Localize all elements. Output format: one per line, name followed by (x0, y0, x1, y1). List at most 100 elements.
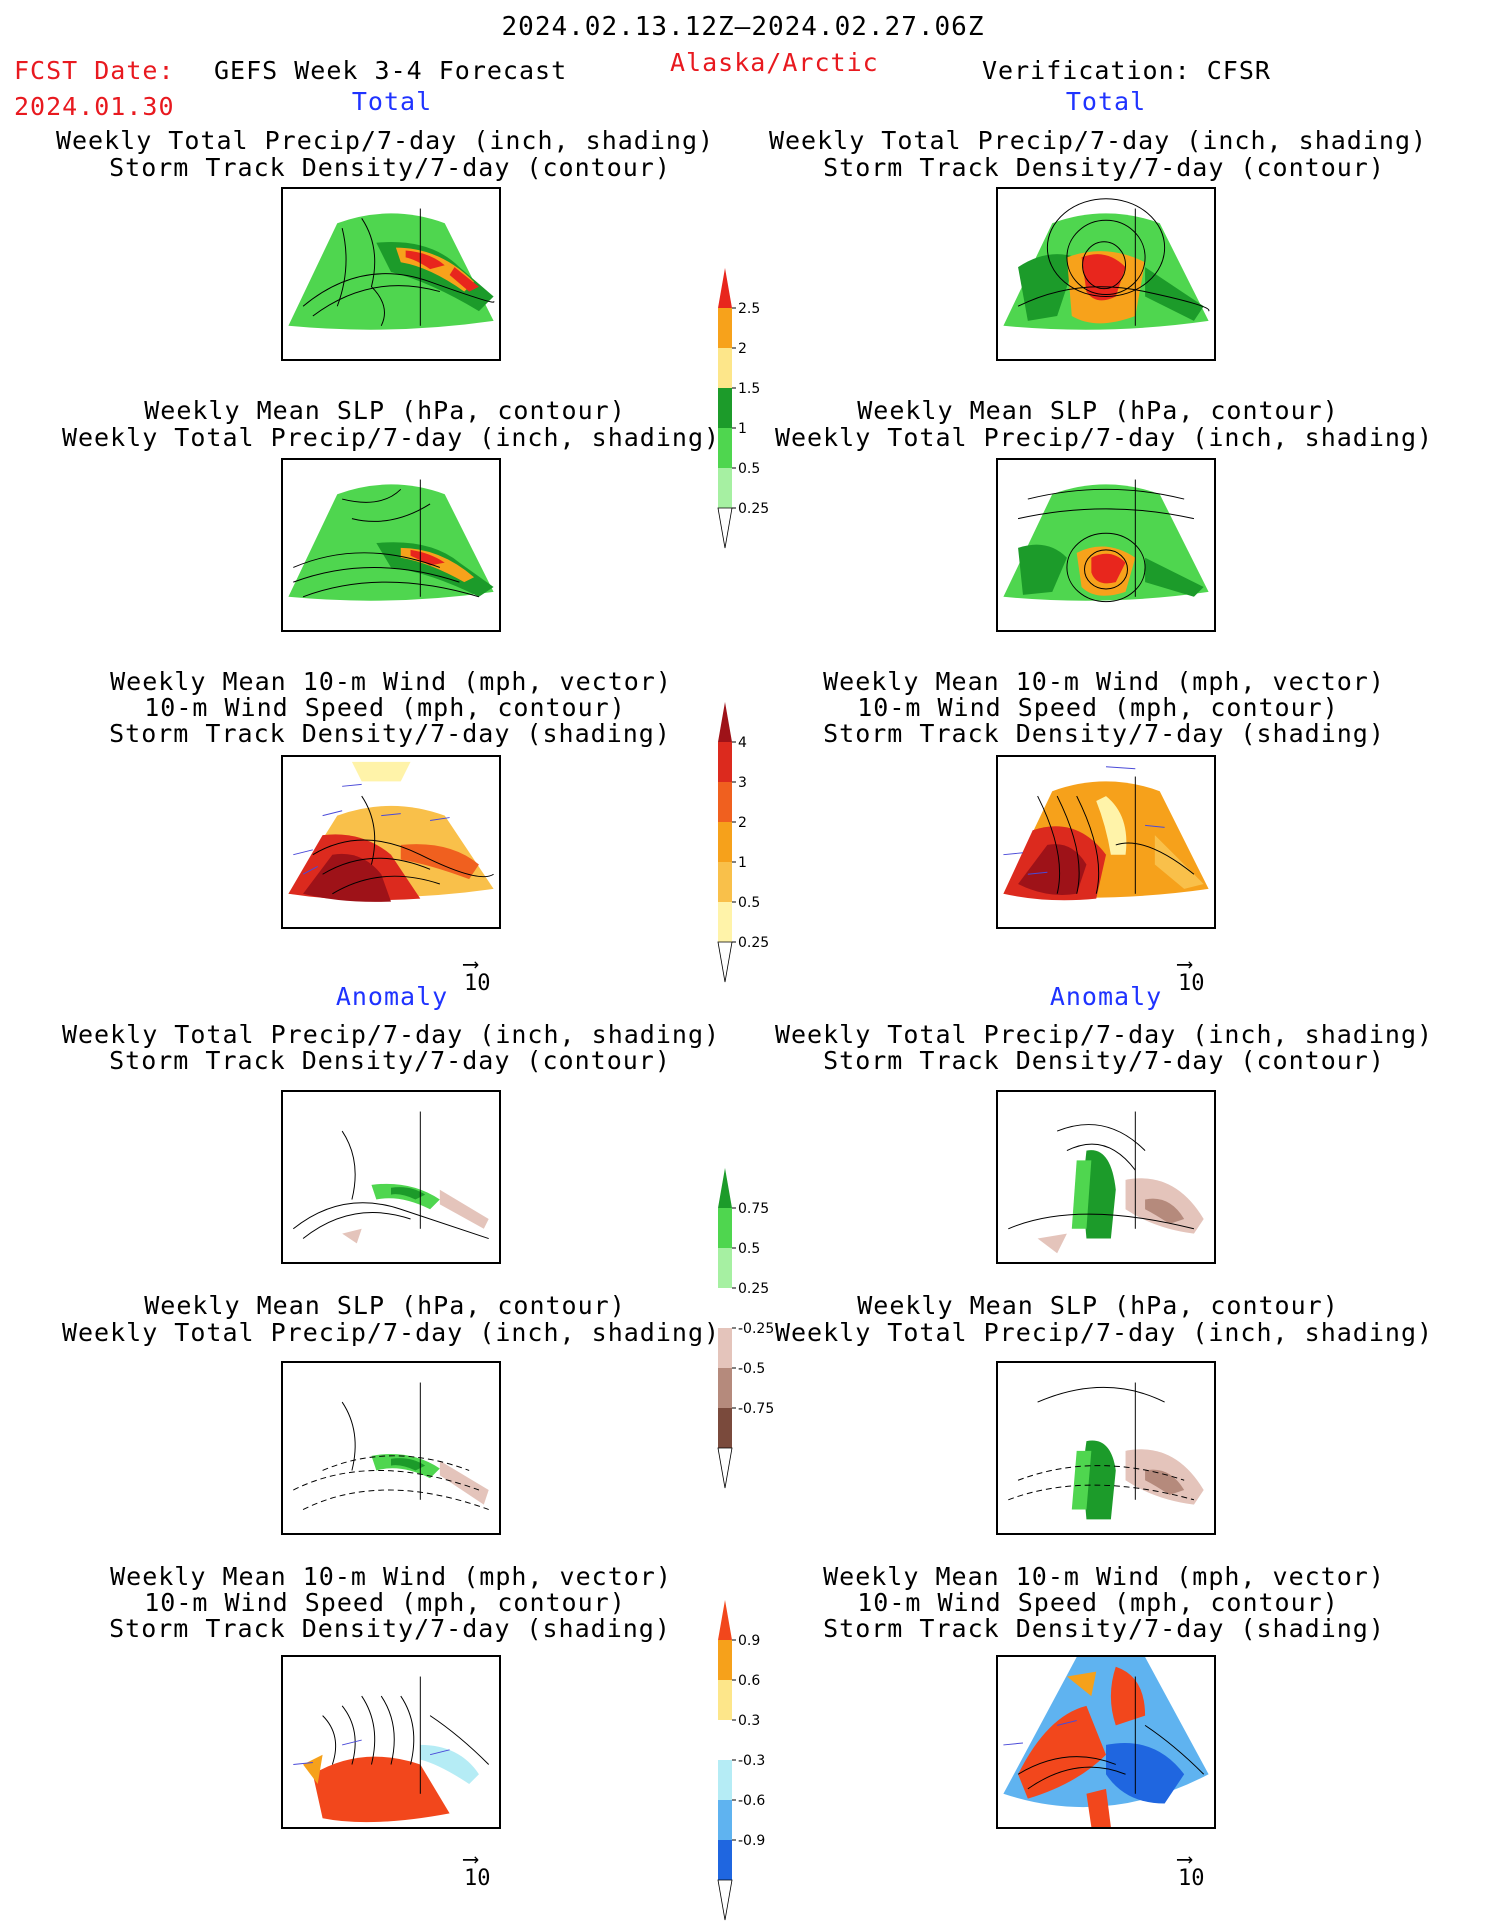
colorbar-segment (718, 1640, 732, 1680)
colorbar-top-segment (718, 1600, 732, 1640)
colorbar-segment (718, 388, 732, 428)
arrow-right-icon: ⟶ (464, 1847, 478, 1872)
colorbar-tick-label: -0.9 (738, 1833, 765, 1849)
panel-title: Weekly Total Precip/7-day (inch, shading… (61, 1318, 721, 1347)
map-anomaly-wind-cfsr (996, 1655, 1216, 1829)
panel-title: 10-m Wind Speed (mph, contour) (144, 693, 626, 722)
colorbar-tick-label: 0.9 (738, 1633, 760, 1649)
wind-reference-label: 10 (464, 971, 491, 996)
colorbar-segment (718, 902, 732, 942)
panel-title: 10-m Wind Speed (mph, contour) (857, 693, 1339, 722)
section-anomaly-left: Anomaly (335, 982, 449, 1011)
map-total-precip-storm-gefs (281, 187, 501, 361)
wind-reference-label: 10 (1178, 1866, 1205, 1891)
panel-title: Weekly Total Precip/7-day (inch, shading… (768, 126, 1428, 155)
colorbar-bottom-segment (717, 507, 733, 549)
colorbar-tick-label: -0.5 (738, 1361, 765, 1377)
panel-title: 10-m Wind Speed (mph, contour) (857, 1588, 1339, 1617)
colorbar-top-segment (718, 268, 732, 308)
arrow-right-icon: ⟶ (1178, 952, 1192, 977)
colorbar-tick-label: -0.6 (738, 1793, 765, 1809)
wind-reference-label: 10 (1178, 971, 1205, 996)
colorbar-tick-label: 0.3 (738, 1713, 760, 1729)
colorbar-tick-label: 0.25 (738, 1281, 769, 1297)
colorbar-segment (718, 468, 732, 508)
panel-title: Storm Track Density/7-day (shading) (109, 719, 671, 748)
map-anomaly-slp-precip-cfsr (996, 1361, 1216, 1535)
panel-title: Weekly Total Precip/7-day (inch, shading… (61, 423, 721, 452)
colorbar-segment (718, 348, 732, 388)
colorbar-segment (718, 1760, 732, 1800)
panel-title: Weekly Mean SLP (hPa, contour) (857, 1291, 1339, 1320)
map-total-slp-precip-gefs (281, 458, 501, 632)
colorbar-tick-label: 2.5 (738, 301, 760, 317)
colorbar-segment (718, 742, 732, 782)
colorbar-tick-label: 0.6 (738, 1673, 760, 1689)
panel-title: Storm Track Density/7-day (shading) (823, 1614, 1385, 1643)
colorbar-segment (718, 1680, 732, 1720)
panel-title: 10-m Wind Speed (mph, contour) (144, 1588, 626, 1617)
map-total-wind-cfsr (996, 755, 1216, 929)
panel-title: Storm Track Density/7-day (contour) (823, 153, 1385, 182)
verification-label: Verification: CFSR (982, 56, 1271, 85)
colorbar-tick-label: -0.3 (738, 1753, 765, 1769)
colorbar-segment (718, 782, 732, 822)
panel-title: Weekly Total Precip/7-day (inch, shading… (61, 1020, 721, 1049)
colorbar-bottom-segment (717, 941, 733, 983)
map-anomaly-slp-precip-gefs (281, 1361, 501, 1535)
panel-title: Weekly Total Precip/7-day (inch, shading… (774, 1318, 1434, 1347)
map-total-precip-storm-cfsr (996, 187, 1216, 361)
panel-title: Weekly Mean 10-m Wind (mph, vector) (110, 1562, 672, 1591)
panel-title: Weekly Mean 10-m Wind (mph, vector) (823, 1562, 1385, 1591)
panel-title: Weekly Mean SLP (hPa, contour) (857, 396, 1339, 425)
panel-title: Weekly Mean SLP (hPa, contour) (144, 1291, 626, 1320)
panel-title: Storm Track Density/7-day (shading) (823, 719, 1385, 748)
colorbar-segment (718, 1368, 732, 1408)
map-total-slp-precip-cfsr (996, 458, 1216, 632)
wind-reference-vector: ⟶ 10 (464, 954, 491, 996)
colorbar-segment (718, 1408, 732, 1448)
colorbar-segment (718, 308, 732, 348)
panel-title: Storm Track Density/7-day (shading) (109, 1614, 671, 1643)
colorbar-tick-label: -0.75 (738, 1401, 774, 1417)
panel-title: Storm Track Density/7-day (contour) (109, 1046, 671, 1075)
wind-reference-vector: ⟶ 10 (464, 1847, 491, 1890)
map-anomaly-precip-storm-cfsr (996, 1090, 1216, 1264)
panel-title: Storm Track Density/7-day (contour) (109, 153, 671, 182)
region-title: Alaska/Arctic (670, 48, 879, 77)
panel-title: Weekly Total Precip/7-day (inch, shading… (55, 126, 715, 155)
colorbar-segment (718, 1840, 732, 1880)
section-anomaly-right: Anomaly (1049, 982, 1163, 1011)
arrow-right-icon: ⟶ (1178, 1847, 1192, 1872)
fcst-date-label: FCST Date: (14, 56, 175, 85)
colorbar-tick-label: 0.5 (738, 1241, 760, 1257)
section-total-left: Total (351, 87, 433, 116)
map-anomaly-wind-gefs (281, 1655, 501, 1829)
colorbar-tick-label: 2 (738, 815, 747, 831)
valid-period: 2024.02.13.12Z–2024.02.27.06Z (501, 12, 985, 42)
colorbar-tick-label: 0.25 (738, 501, 769, 517)
colorbar-segment (718, 1720, 732, 1760)
colorbar-tick-label: 3 (738, 775, 747, 791)
section-total-right: Total (1065, 87, 1147, 116)
product-title: GEFS Week 3-4 Forecast (214, 56, 568, 85)
colorbar-anomaly-storm-density: 0.9 0.6 0.3 -0.3 -0.6 -0.9 (717, 1600, 788, 1921)
colorbar-segment (718, 1248, 732, 1288)
wind-reference-vector: ⟶ 10 (1178, 952, 1205, 996)
colorbar-segment (718, 822, 732, 862)
colorbar-bottom-segment (717, 1447, 733, 1489)
colorbar-tick-label: 1.5 (738, 381, 760, 397)
colorbar-tick-label: -0.25 (738, 1321, 774, 1337)
colorbar-segment (718, 862, 732, 902)
panel-title: Weekly Mean SLP (hPa, contour) (144, 396, 626, 425)
panel-title: Storm Track Density/7-day (contour) (823, 1046, 1385, 1075)
colorbar-tick-label: 1 (738, 421, 747, 437)
colorbar-top-segment (718, 1168, 732, 1208)
map-total-wind-gefs (281, 755, 501, 929)
colorbar-segment (718, 1288, 732, 1328)
map-anomaly-precip-storm-gefs (281, 1090, 501, 1264)
colorbar-total-precip: 2.5 2 1.5 1 0.5 0.25 (717, 268, 778, 562)
colorbar-tick-label: 2 (738, 341, 747, 357)
panel-title: Weekly Mean 10-m Wind (mph, vector) (823, 667, 1385, 696)
colorbar-segment (718, 1328, 732, 1368)
